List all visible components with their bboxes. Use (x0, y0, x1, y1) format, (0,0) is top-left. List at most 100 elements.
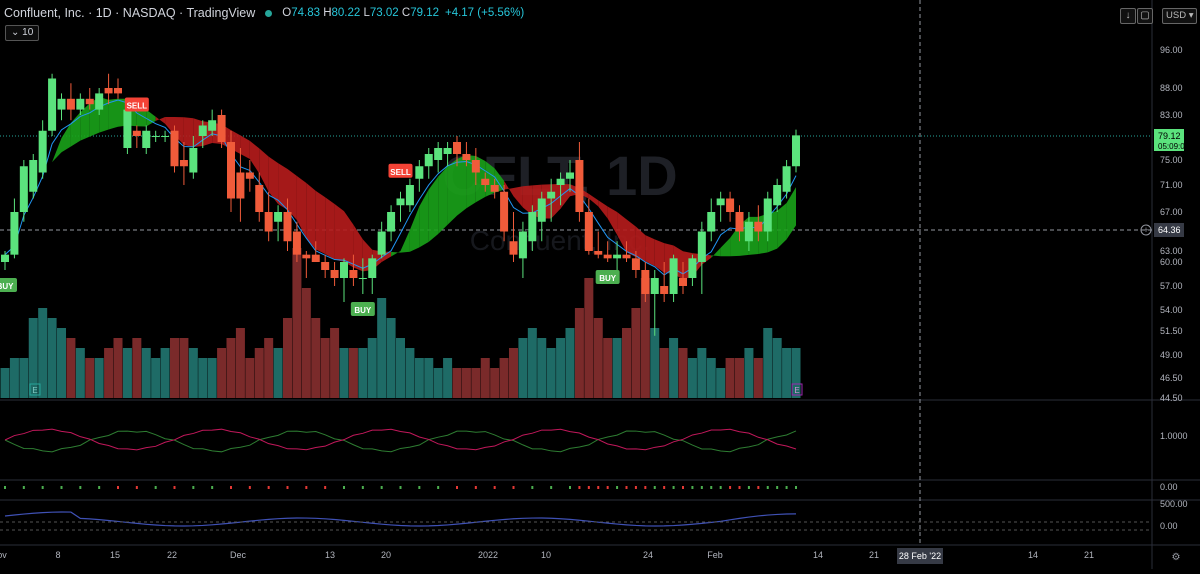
candle-body (349, 270, 358, 278)
trend-ribbon-segment (334, 203, 344, 262)
volume-bar (687, 358, 697, 398)
candle-body (584, 212, 593, 251)
add-alert-glyph: + (1143, 225, 1148, 235)
volume-bar (273, 348, 283, 398)
earnings-marker (29, 383, 41, 396)
indicator-toggle[interactable]: ⌄ 10 (5, 25, 40, 41)
candle-body (631, 258, 640, 270)
price-tick: 44.50 (1160, 393, 1183, 403)
volume-bar (358, 348, 368, 398)
time-tick: 10 (541, 550, 551, 560)
candle-body (38, 130, 47, 173)
candle-body (603, 254, 612, 259)
volume-bar (339, 348, 349, 398)
volume-bar (320, 338, 330, 398)
signal-dot (380, 486, 383, 489)
signal-dot (135, 486, 138, 489)
volume-bar (405, 348, 415, 398)
candle-body (471, 160, 480, 173)
trend-ribbon-segment (428, 176, 439, 242)
price-tick: 75.00 (1160, 155, 1183, 165)
trend-ribbon-segment (70, 112, 81, 147)
volume-bar (122, 348, 132, 398)
signal-dot (757, 486, 760, 489)
trend-ribbon-segment (155, 116, 166, 124)
download-icon[interactable]: ↓ (1120, 8, 1136, 24)
candle-body (735, 212, 744, 232)
earnings-label: E (32, 386, 37, 395)
signal-buy: BUY (595, 270, 620, 284)
trend-ribbon-segment (626, 219, 636, 258)
volume-bar (480, 358, 490, 398)
volume-bar (377, 298, 387, 398)
volume-bar (782, 348, 792, 398)
volume-bar (763, 328, 773, 398)
signal-label: BUY (354, 306, 372, 315)
crosshair-price-tag (1154, 223, 1184, 237)
settings-icon: ⚙ (1172, 552, 1181, 563)
fullscreen-icon[interactable]: ▢ (1137, 8, 1153, 24)
trend-ribbon-segment (287, 168, 297, 221)
volume-bar (461, 368, 471, 398)
volume-bar (452, 368, 462, 398)
signal-dot (192, 486, 195, 489)
volume-bar (311, 318, 321, 398)
signal-dot (587, 486, 590, 489)
time-tick: 14 (1028, 550, 1038, 560)
signal-dot (361, 486, 364, 489)
signal-sell: SELL (124, 97, 149, 112)
candle-body (405, 185, 414, 206)
trend-ribbon-segment (391, 251, 401, 257)
price-tick: 49.00 (1160, 350, 1183, 360)
volume-bar (141, 348, 151, 398)
price-tick: 83.00 (1160, 110, 1183, 120)
signal-dot (634, 486, 637, 489)
candle-body (443, 148, 452, 154)
trend-ribbon-segment (183, 117, 194, 147)
trend-ribbon-segment (513, 186, 523, 208)
volume-bar (9, 358, 19, 398)
trend-ribbon-segment (419, 189, 429, 248)
volume-bar (396, 338, 405, 398)
market-status-icon (265, 9, 273, 17)
trend-ribbon-segment (306, 183, 316, 250)
volume-bar (330, 328, 340, 398)
candle-body (707, 212, 716, 232)
signal-dot (606, 486, 609, 489)
candle-body (236, 172, 245, 199)
signal-dot (729, 486, 732, 489)
signal-badge (595, 270, 620, 284)
volume-bar (85, 358, 95, 398)
volume-bar (188, 348, 198, 398)
currency-select[interactable]: USD ▾ (1162, 8, 1198, 24)
trend-ribbon-segment (80, 103, 90, 141)
candle-body (302, 254, 311, 259)
signal-sell: SELL (388, 163, 413, 178)
volume-bar (433, 368, 443, 398)
trend-ribbon-segment (730, 225, 740, 257)
signal-dot (616, 486, 619, 489)
volume-bar (132, 338, 142, 398)
volume-bar (235, 328, 245, 398)
chart-header: Confluent, Inc. · 1D · NASDAQ · TradingV… (4, 4, 524, 22)
signal-dot (324, 486, 327, 489)
signal-dot (418, 486, 421, 489)
crosshair-date-value: 28 Feb '22 (899, 551, 941, 561)
last-price-value: 79.12 (1158, 131, 1181, 141)
volume-bar (471, 368, 481, 398)
volume-bar (198, 358, 208, 398)
candle-body (547, 191, 556, 199)
candle-body (537, 198, 546, 222)
symbol-title[interactable]: Confluent, Inc. · 1D · NASDAQ · TradingV… (4, 6, 256, 20)
trend-ribbon-segment (249, 140, 260, 174)
volume-bar (574, 308, 584, 398)
volume-bar (217, 348, 227, 398)
volume-bar (207, 358, 217, 398)
signal-dot (230, 486, 232, 489)
signal-buy: BUY (350, 302, 375, 316)
candle-body (641, 270, 650, 294)
candle-body (358, 278, 367, 279)
trend-ribbon-segment (174, 116, 184, 145)
